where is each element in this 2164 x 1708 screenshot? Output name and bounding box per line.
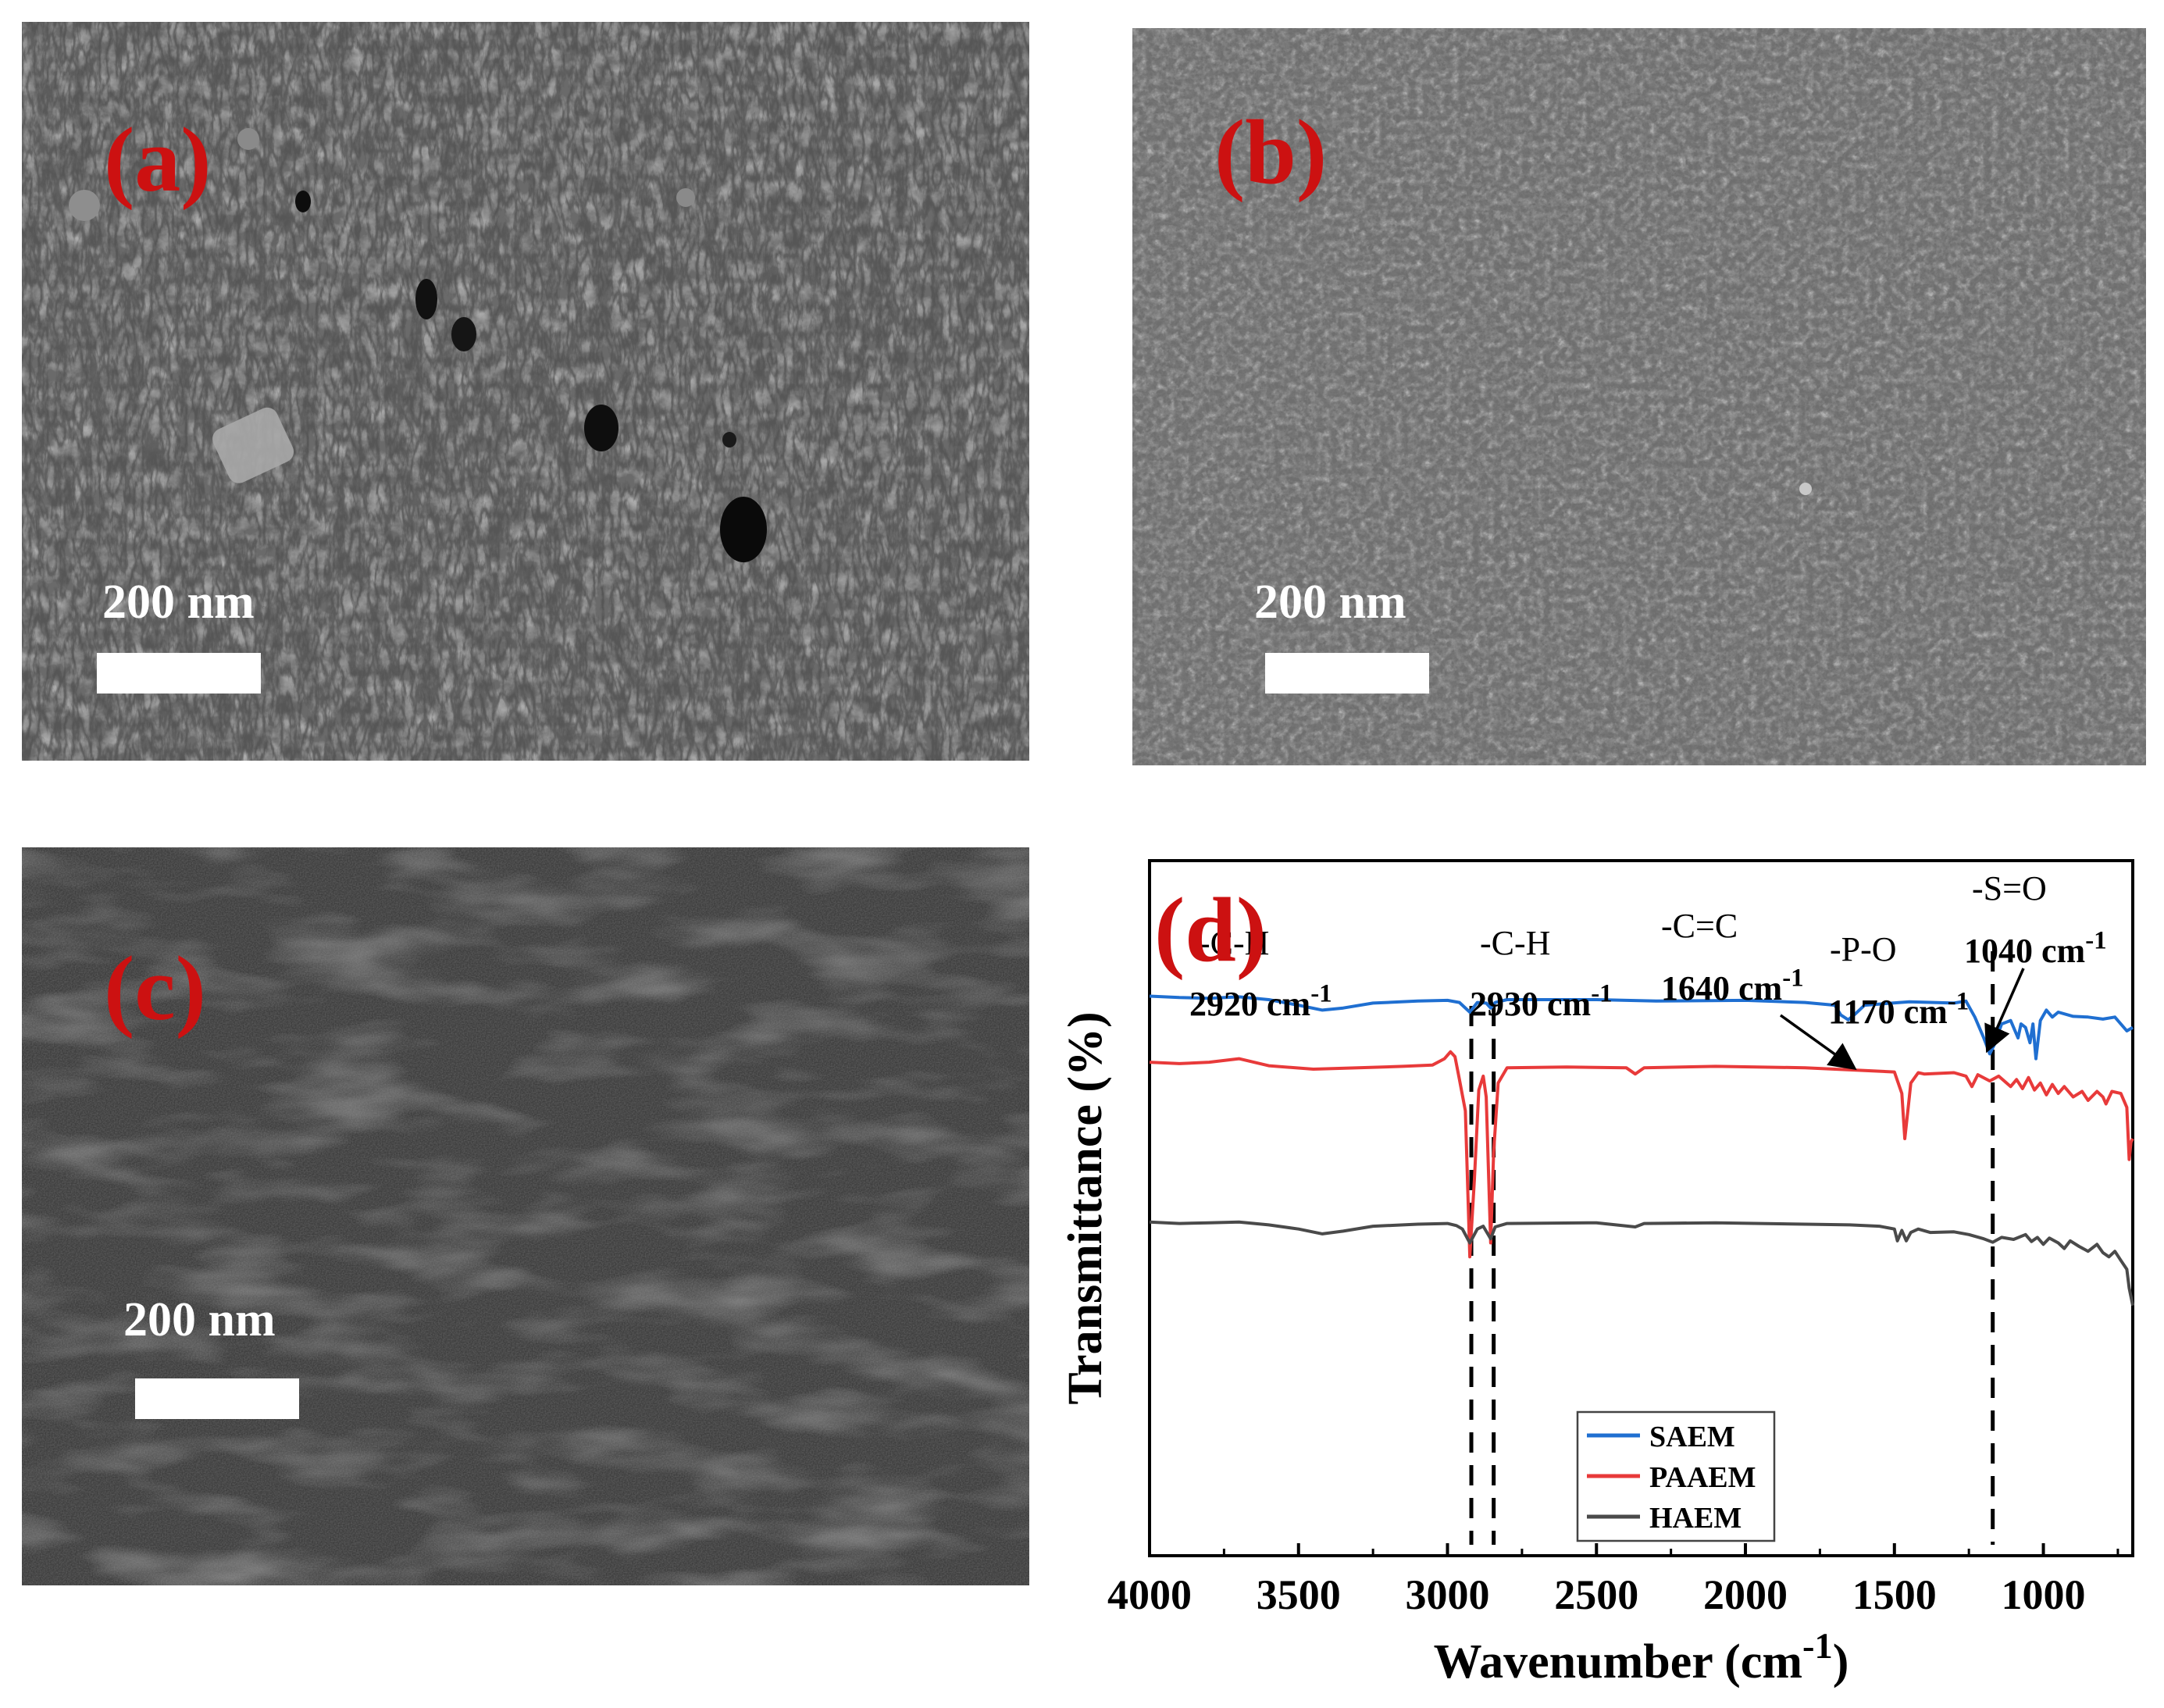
panel-label-a: (a): [104, 109, 212, 211]
series-line-saem: [1149, 994, 2134, 1061]
scale-bar-c: [135, 1378, 299, 1419]
legend-label: PAAEM: [1649, 1461, 1756, 1494]
series-line-haem: [1149, 1220, 2134, 1307]
sem-image-c: (c) 200 nm: [22, 847, 1029, 1585]
scale-bar-a: [97, 653, 261, 694]
annotation-group-label: -C-H: [1480, 924, 1550, 962]
legend-label: SAEM: [1649, 1421, 1735, 1453]
x-tick-label: 2000: [1703, 1571, 1788, 1618]
x-tick-label: 1500: [1852, 1571, 1937, 1618]
plot-area: [1148, 859, 2134, 1557]
scale-bar-label-b: 200 nm: [1254, 576, 1406, 629]
sem-texture-cracked: [22, 22, 1029, 761]
annotation-group-label: -S=O: [1972, 869, 2047, 907]
x-tick-label: 1000: [2002, 1571, 2086, 1618]
annotation-group-label: -C-H: [1199, 924, 1269, 962]
sem-image-a: (a) 200 nm: [22, 22, 1029, 761]
sem-image-b: (b) 200 nm: [1132, 28, 2146, 765]
annotation-wavenumber: 1640 cm-1: [1661, 964, 1804, 1007]
x-axis-label: Wavenumber (cm-1): [1434, 1627, 1849, 1688]
sem-texture-smooth: [22, 847, 1029, 1585]
x-tick-label: 2500: [1554, 1571, 1638, 1618]
annotation-wavenumber: 2920 cm-1: [1189, 979, 1332, 1023]
annotation-wavenumber: 2930 cm-1: [1470, 979, 1613, 1023]
x-tick-label: 3000: [1406, 1571, 1490, 1618]
annotation-group-label: -C=C: [1661, 907, 1738, 945]
panel-label-d: (d): [1154, 879, 1267, 981]
annotation-wavenumber: 1040 cm-1: [1964, 926, 2107, 970]
y-axis-label: Transmittance (%): [1059, 1011, 1112, 1404]
scale-bar-b: [1265, 653, 1429, 694]
series-line-paaem: [1149, 1050, 2134, 1259]
annotation-arrow: [1779, 1014, 1857, 1071]
annotation-group-label: -P-O: [1830, 930, 1897, 968]
sem-texture-fine: [1132, 28, 2146, 765]
x-tick-label: 4000: [1107, 1571, 1192, 1618]
panel-label-c: (c): [104, 937, 206, 1039]
scale-bar-label-a: 200 nm: [102, 576, 255, 629]
x-tick-label: 3500: [1257, 1571, 1341, 1618]
annotation-wavenumber: 1170 cm-1: [1828, 987, 1969, 1031]
scale-bar-label-c: 200 nm: [123, 1293, 276, 1346]
legend-label: HAEM: [1649, 1502, 1742, 1535]
panel-label-b: (b): [1214, 101, 1328, 203]
annotation-arrow: [1984, 968, 2025, 1054]
